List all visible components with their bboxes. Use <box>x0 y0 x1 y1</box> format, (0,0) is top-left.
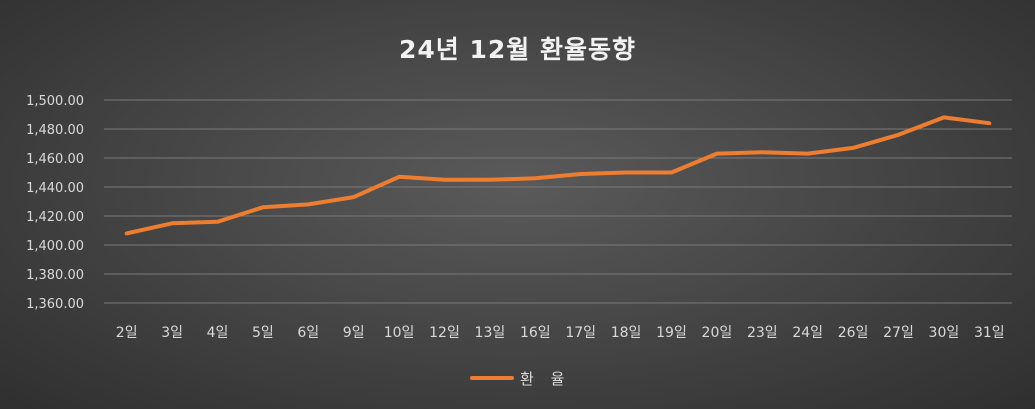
data-point <box>670 171 673 174</box>
y-tick-label: 1,500.00 <box>26 94 84 109</box>
series-line <box>124 115 992 236</box>
x-tick-label: 16일 <box>520 325 551 341</box>
data-point <box>760 150 764 154</box>
y-tick-label: 1,380.00 <box>26 268 84 283</box>
data-point <box>397 175 401 179</box>
x-tick-label: 26일 <box>838 325 869 341</box>
x-tick-label: 2일 <box>116 325 138 341</box>
x-tick-label: 3일 <box>161 325 183 341</box>
y-tick-label: 1,460.00 <box>26 152 84 167</box>
x-tick-label: 19일 <box>656 325 687 341</box>
x-tick-label: 6일 <box>297 325 319 341</box>
x-tick-label: 20일 <box>702 325 733 341</box>
data-point <box>261 205 265 209</box>
x-tick-label: 27일 <box>883 325 914 341</box>
chart-title: 24년 12월 환율동향 <box>399 35 636 64</box>
data-point <box>306 202 310 206</box>
x-tick-label: 13일 <box>475 325 506 341</box>
data-point <box>216 220 219 224</box>
data-point <box>987 121 991 125</box>
x-tick-label: 30일 <box>929 325 960 341</box>
data-point <box>125 231 129 235</box>
x-tick-label: 5일 <box>252 325 274 341</box>
x-tick-label: 24일 <box>792 325 823 341</box>
data-point <box>806 152 810 156</box>
y-tick-label: 1,400.00 <box>26 239 84 254</box>
data-point <box>897 133 900 137</box>
y-tick-label: 1,480.00 <box>26 123 84 138</box>
y-tick-label: 1,440.00 <box>26 181 84 196</box>
y-tick-label: 1,420.00 <box>26 210 84 225</box>
x-tick-label: 23일 <box>747 325 778 341</box>
x-tick-label: 10일 <box>384 325 415 341</box>
legend: 환 율 <box>470 368 570 388</box>
data-point <box>579 172 583 176</box>
data-point <box>851 146 855 150</box>
data-point <box>443 178 446 182</box>
data-point <box>488 178 492 182</box>
x-tick-label: 31일 <box>974 325 1005 341</box>
x-tick-label: 9일 <box>343 325 365 341</box>
x-tick-label: 12일 <box>429 325 460 341</box>
data-point <box>170 221 174 225</box>
data-point <box>942 115 946 119</box>
x-tick-label: 4일 <box>207 325 229 341</box>
data-point <box>624 171 628 174</box>
x-tick-label: 18일 <box>611 325 642 341</box>
y-tick-label: 1,360.00 <box>26 297 84 312</box>
data-point <box>352 195 356 199</box>
data-point <box>533 176 537 180</box>
data-point <box>715 152 719 156</box>
x-tick-label: 17일 <box>565 325 596 341</box>
legend-line-swatch <box>470 376 514 380</box>
legend-label: 환 율 <box>520 369 571 388</box>
